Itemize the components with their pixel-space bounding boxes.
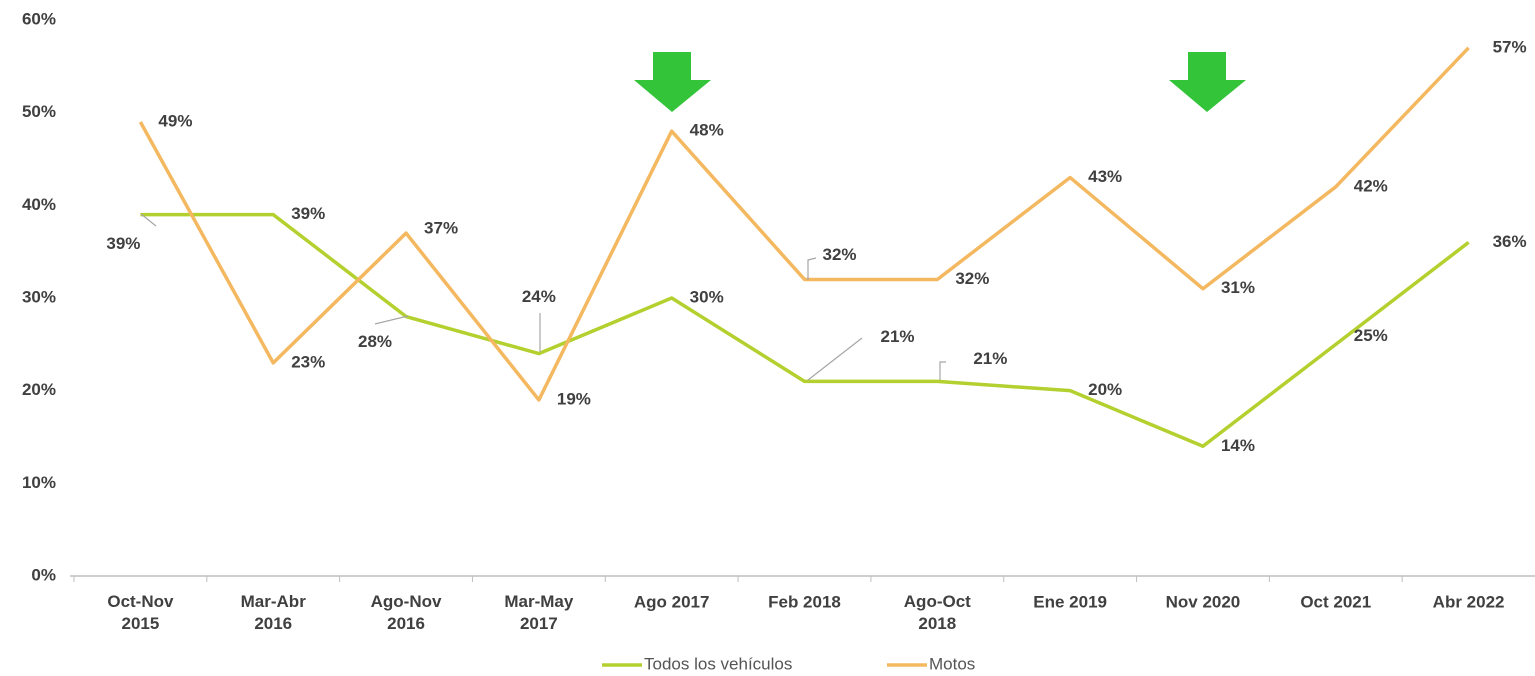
leader-line — [807, 257, 817, 280]
data-label: 20% — [1088, 380, 1122, 399]
data-label: 39% — [291, 204, 325, 223]
y-tick-label: 50% — [22, 102, 56, 121]
data-label: 19% — [557, 389, 591, 408]
data-label: 32% — [823, 245, 857, 264]
data-label: 57% — [1493, 37, 1527, 56]
y-tick-label: 10% — [22, 473, 56, 492]
series-line — [140, 212, 1470, 449]
data-label: 43% — [1088, 167, 1122, 186]
x-tick-label: Ago-Oct 2018 — [904, 592, 971, 633]
y-tick-label: 0% — [31, 565, 56, 584]
data-label: 28% — [358, 332, 392, 351]
x-tick-label: Oct 2021 — [1300, 592, 1371, 611]
x-tick-label: Mar-May 2017 — [504, 592, 574, 633]
data-label: 42% — [1354, 176, 1388, 195]
x-tick-label: Feb 2018 — [768, 592, 841, 611]
series-line — [138, 46, 1470, 402]
data-label: 49% — [158, 111, 192, 130]
data-label: 31% — [1221, 278, 1255, 297]
data-label: 24% — [522, 287, 556, 306]
x-tick-label: Nov 2020 — [1166, 592, 1241, 611]
y-tick-label: 40% — [22, 195, 56, 214]
data-label: 21% — [973, 349, 1007, 368]
x-tick-label: Oct-Nov 2015 — [107, 592, 174, 633]
leader-line — [374, 315, 409, 325]
arrow-annotation — [1169, 52, 1246, 112]
data-label: 36% — [1493, 232, 1527, 251]
y-tick-label: 30% — [22, 287, 56, 306]
x-tick-label: Ago 2017 — [634, 592, 710, 611]
data-label: 25% — [1354, 326, 1388, 345]
legend-label: Todos los vehículos — [644, 654, 792, 673]
data-label: 39% — [106, 234, 140, 253]
data-label: 30% — [690, 287, 724, 306]
x-tick-label: Ago-Nov 2016 — [371, 592, 442, 633]
x-tick-label: Ene 2019 — [1033, 592, 1107, 611]
data-label: 21% — [881, 327, 915, 346]
arrow-annotation — [634, 52, 711, 112]
data-label: 14% — [1221, 436, 1255, 455]
y-tick-label: 20% — [22, 380, 56, 399]
y-tick-label: 60% — [22, 9, 56, 28]
legend-label: Motos — [929, 654, 975, 673]
data-label: 37% — [424, 219, 458, 238]
data-label: 32% — [955, 269, 989, 288]
x-tick-label: Mar-Abr 2016 — [241, 592, 307, 633]
x-tick-label: Abr 2022 — [1433, 592, 1505, 611]
leader-line — [939, 361, 946, 380]
data-label: 23% — [291, 352, 325, 371]
leader-line — [140, 213, 157, 227]
leader-line — [807, 337, 863, 381]
data-label: 48% — [690, 121, 724, 140]
